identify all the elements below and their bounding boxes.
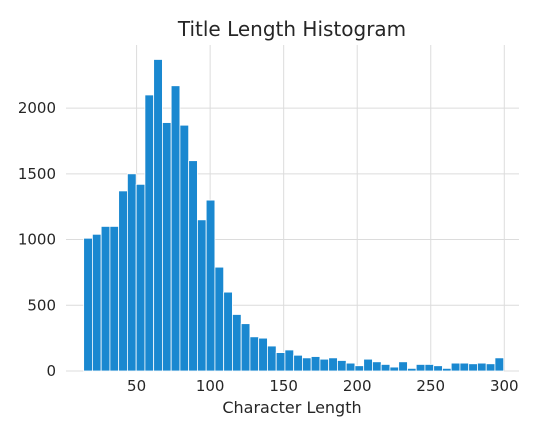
y-axis-ticks: 0 500 1000 1500 2000 [18, 99, 56, 380]
chart-title: Title Length Histogram [177, 17, 406, 41]
histogram-bar [92, 233, 102, 372]
histogram-bar [284, 349, 295, 372]
x-tick-label: 200 [343, 377, 372, 395]
histogram-bar [118, 190, 128, 372]
histogram-bar [337, 360, 347, 372]
y-tick-label: 1000 [18, 231, 56, 249]
histogram-bar [363, 358, 373, 372]
x-tick-label: 300 [490, 377, 519, 395]
x-tick-label: 150 [269, 377, 298, 395]
histogram-bar [319, 358, 330, 372]
histogram-bar [477, 362, 487, 372]
histogram-bar [83, 237, 93, 372]
histogram-bar [127, 173, 137, 372]
histogram-bar [232, 314, 242, 372]
histogram-bar [398, 361, 408, 372]
histogram-bar [302, 357, 312, 372]
x-tick-label: 250 [416, 377, 445, 395]
histogram-bar [162, 122, 172, 372]
histogram-bar [372, 361, 382, 372]
histogram-bar [310, 356, 321, 372]
histogram-bar [144, 94, 155, 372]
histogram-bar [380, 364, 391, 372]
histogram-bar [354, 365, 365, 372]
x-tick-label: 50 [127, 377, 146, 395]
histogram-bar [109, 226, 120, 372]
histogram-bar [407, 367, 417, 372]
x-axis-label: Character Length [222, 398, 361, 417]
histogram-bar [468, 363, 478, 372]
histogram-bar [450, 362, 461, 372]
histogram-bar [240, 323, 251, 372]
histogram-bar [345, 362, 356, 372]
y-tick-label: 0 [46, 362, 56, 380]
histogram-bar [267, 345, 277, 372]
histogram-bar [494, 357, 505, 372]
y-tick-label: 2000 [18, 99, 56, 117]
histogram-bar [433, 365, 443, 372]
x-axis-ticks: 50 100 150 200 250 300 [127, 377, 519, 395]
histogram-bars [83, 59, 505, 372]
histogram-bar [153, 59, 163, 372]
histogram-bar [249, 336, 260, 372]
histogram-bar [389, 366, 400, 372]
histogram-bar [214, 266, 225, 372]
histogram-bar [275, 352, 286, 372]
histogram-bar [100, 226, 111, 372]
histogram-bar [424, 364, 435, 372]
histogram-bar [179, 124, 190, 372]
y-tick-label: 1500 [18, 165, 56, 183]
histogram-bar [205, 199, 216, 372]
histogram-bar [485, 363, 496, 372]
histogram-bar [258, 337, 268, 372]
histogram-bar [135, 183, 146, 372]
histogram-bar [170, 85, 181, 372]
x-tick-label: 100 [196, 377, 225, 395]
y-tick-label: 500 [27, 296, 56, 314]
histogram-bar [188, 160, 198, 372]
histogram-bar [459, 362, 470, 372]
histogram-bar [223, 291, 233, 372]
histogram-bar [442, 367, 452, 372]
histogram-bar [293, 354, 303, 372]
histogram-bar [197, 219, 207, 372]
histogram-bar [415, 364, 426, 372]
histogram-bar [328, 357, 338, 372]
